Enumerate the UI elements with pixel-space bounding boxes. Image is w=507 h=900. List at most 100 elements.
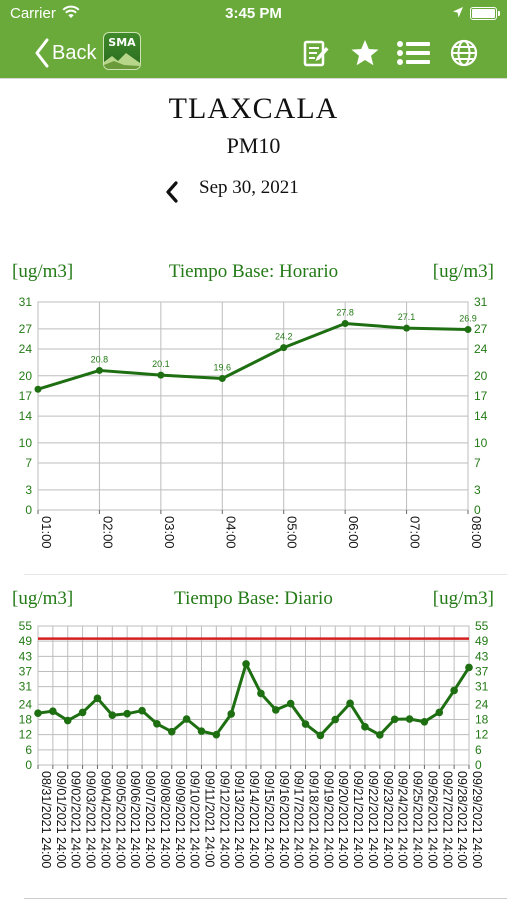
- daily-xtick-label: 09/06/2021 24:00: [128, 771, 142, 868]
- daily-xtick-label: 09/04/2021 24:00: [98, 771, 112, 868]
- hourly-xtick-label: 07:00: [408, 516, 423, 549]
- daily-xtick-label: 09/11/2021 24:00: [202, 771, 216, 867]
- daily-point: [301, 720, 310, 728]
- daily-point: [197, 727, 206, 735]
- daily-ytick-left: 55: [19, 619, 33, 633]
- date-selector: Sep 30, 2021: [160, 176, 340, 206]
- star-icon[interactable]: [350, 38, 380, 68]
- daily-point: [361, 723, 369, 731]
- daily-point: [227, 710, 236, 718]
- hourly-data-label: 27.1: [398, 312, 416, 322]
- daily-xtick-label: 09/05/2021 24:00: [113, 771, 127, 868]
- hourly-ytick-right: 24: [474, 342, 488, 356]
- daily-xtick-label: 09/08/2021 24:00: [158, 771, 172, 868]
- daily-ytick-left: 24: [19, 697, 33, 711]
- hourly-point: [34, 385, 42, 393]
- hourly-xtick-label: 08:00: [469, 516, 484, 549]
- sma-logo-text: SMA: [108, 36, 136, 49]
- daily-ytick-right: 18: [475, 713, 489, 727]
- daily-point: [182, 715, 191, 723]
- daily-point: [316, 731, 325, 740]
- report-icon[interactable]: [301, 38, 331, 68]
- daily-point: [212, 730, 221, 739]
- daily-point: [450, 686, 458, 695]
- carrier-label: Carrier: [10, 5, 56, 22]
- globe-icon[interactable]: [449, 38, 479, 68]
- daily-point: [49, 707, 57, 715]
- daily-ytick-left: 37: [19, 664, 33, 678]
- prev-date-button[interactable]: [160, 179, 184, 205]
- back-label: Back: [52, 41, 97, 64]
- daily-xtick-label: 09/24/2021 24:00: [396, 771, 410, 868]
- status-time: 3:45 PM: [225, 5, 282, 22]
- daily-ytick-left: 43: [19, 649, 33, 663]
- daily-xtick-label: 09/23/2021 24:00: [381, 771, 395, 868]
- daily-ytick-right: 31: [475, 680, 489, 694]
- list-icon[interactable]: [396, 38, 432, 68]
- pollutant-title: PM10: [226, 133, 281, 158]
- chevron-left-icon: [35, 38, 49, 68]
- daily-ytick-right: 0: [475, 758, 482, 772]
- daily-ytick-left: 6: [25, 743, 32, 757]
- hourly-unit-right: [ug/m3]: [432, 261, 494, 282]
- daily-series-line: [37, 662, 471, 737]
- daily-point: [34, 709, 42, 717]
- daily-xtick-label: 09/17/2021 24:00: [292, 771, 306, 868]
- daily-point: [78, 708, 87, 717]
- hourly-ytick-right: 0: [474, 503, 481, 517]
- hourly-xtick-label: 05:00: [285, 516, 300, 549]
- daily-point: [93, 694, 102, 703]
- daily-ytick-left: 18: [19, 713, 33, 727]
- daily-point: [420, 717, 429, 726]
- daily-xtick-label: 09/22/2021 24:00: [366, 771, 380, 868]
- daily-point: [405, 715, 414, 723]
- daily-xtick-label: 09/28/2021 24:00: [455, 771, 469, 868]
- daily-xtick-label: 09/29/2021 24:00: [470, 771, 484, 868]
- hourly-ytick-left: 31: [19, 295, 33, 309]
- hourly-ytick-right: 14: [474, 409, 488, 423]
- section-divider: [24, 574, 507, 575]
- hourly-chart: 0 0 3 3 7 7 10 10 14 14 17 17 20 20 24 24 27 27 31 31 01:00 0…: [19, 295, 488, 549]
- daily-xtick-label: 09/10/2021 24:00: [188, 771, 202, 868]
- daily-point: [271, 706, 280, 714]
- daily-ytick-left: 0: [25, 758, 32, 772]
- daily-point: [435, 708, 444, 717]
- hourly-ytick-left: 10: [19, 436, 33, 450]
- hourly-xtick-label: 06:00: [346, 516, 361, 549]
- hourly-point: [280, 344, 288, 352]
- hourly-point: [218, 374, 226, 382]
- battery-icon: [470, 7, 500, 20]
- hourly-chart-header: [ug/m3] Tiempo Base: Horario [ug/m3]: [0, 261, 507, 287]
- date-label: Sep 30, 2021: [199, 177, 299, 198]
- daily-point: [153, 720, 161, 728]
- daily-chart-header: [ug/m3] Tiempo Base: Diario [ug/m3]: [0, 588, 507, 614]
- daily-point: [108, 711, 117, 720]
- hourly-ytick-right: 31: [474, 295, 488, 309]
- daily-ytick-right: 24: [475, 697, 489, 711]
- back-button[interactable]: Back: [34, 36, 96, 70]
- daily-xtick-label: 09/15/2021 24:00: [262, 771, 276, 868]
- hourly-point: [341, 319, 349, 327]
- hourly-ytick-right: 17: [474, 389, 488, 403]
- daily-point: [257, 689, 265, 698]
- daily-xtick-label: 09/03/2021 24:00: [84, 771, 98, 868]
- daily-xtick-label: 09/09/2021 24:00: [173, 771, 187, 868]
- daily-xtick-label: 09/26/2021 24:00: [425, 771, 439, 868]
- daily-ytick-left: 31: [19, 680, 33, 694]
- daily-ytick-right: 43: [475, 649, 489, 663]
- hourly-xtick-label: 02:00: [100, 516, 115, 549]
- hourly-ytick-right: 3: [474, 483, 481, 497]
- hourly-data-label: 27.8: [336, 307, 354, 317]
- sma-logo: SMA: [103, 32, 141, 70]
- daily-xtick-label: 09/12/2021 24:00: [217, 771, 231, 868]
- hourly-data-label: 19.6: [214, 362, 232, 372]
- hourly-data-label: 24.2: [275, 332, 293, 342]
- daily-xtick-label: 09/25/2021 24:00: [411, 771, 425, 868]
- header-divider: [0, 78, 507, 79]
- daily-xtick-label: 09/18/2021 24:00: [307, 771, 321, 868]
- hourly-ytick-left: 24: [19, 342, 33, 356]
- daily-ytick-right: 49: [475, 634, 489, 648]
- daily-xtick-label: 09/01/2021 24:00: [54, 771, 68, 868]
- bottom-divider: [24, 898, 507, 899]
- status-bar: Carrier 3:45 PM: [0, 0, 507, 28]
